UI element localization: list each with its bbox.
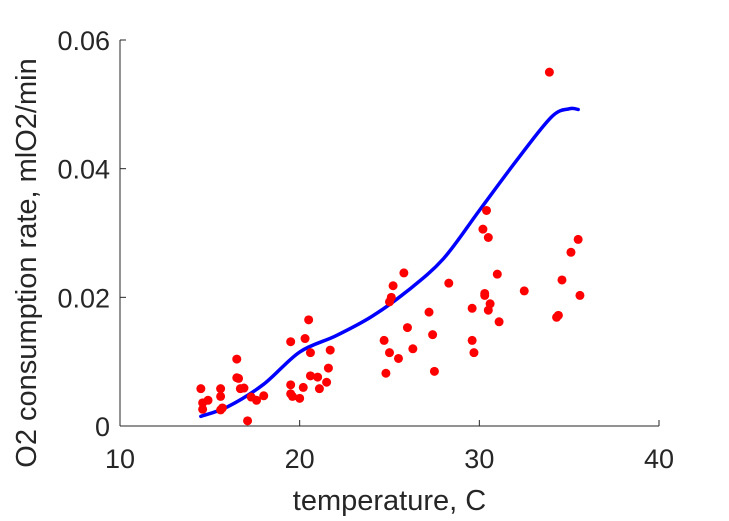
data-point (444, 278, 454, 288)
data-point (325, 345, 335, 355)
data-point (429, 366, 439, 376)
data-point (544, 67, 554, 77)
data-point (286, 337, 296, 347)
tick-labels: 10 20 30 40 0 0.02 0.04 0.06 (57, 26, 674, 474)
data-point (557, 275, 567, 285)
data-point (287, 391, 297, 401)
data-point (314, 384, 324, 394)
x-tick-label: 30 (464, 444, 494, 474)
data-point (485, 299, 495, 309)
data-point (566, 247, 576, 257)
data-point (286, 380, 296, 390)
y-axis-label: O2 consumption rate, mlO2/min (11, 58, 43, 467)
data-point (216, 391, 226, 401)
data-point (323, 363, 333, 373)
data-point (298, 382, 308, 392)
data-point (232, 354, 242, 364)
data-point (259, 391, 269, 401)
data-point (234, 373, 244, 383)
data-point (216, 405, 226, 415)
fit-curve (199, 106, 580, 419)
data-point (428, 330, 438, 340)
data-point (385, 348, 394, 358)
data-point (305, 371, 315, 381)
x-tick-label: 20 (285, 444, 315, 474)
data-point (216, 384, 226, 394)
data-point (322, 377, 332, 387)
data-point (243, 416, 253, 426)
data-point (388, 281, 398, 291)
data-point (300, 334, 310, 344)
data-point (402, 323, 412, 333)
data-point (381, 368, 391, 378)
data-point (467, 303, 477, 313)
y-tick-label: 0.06 (57, 26, 110, 56)
data-point (573, 234, 583, 244)
y-tick-label: 0.02 (57, 283, 110, 313)
data-point (408, 344, 418, 354)
data-point (393, 353, 403, 363)
y-tick-label: 0.04 (57, 155, 110, 185)
curve-layer (199, 106, 580, 419)
data-point (239, 383, 249, 393)
data-point (203, 395, 213, 405)
data-point (469, 348, 479, 358)
data-point (575, 290, 585, 300)
points-layer (196, 67, 585, 426)
data-point (305, 348, 315, 358)
data-point (492, 269, 502, 279)
data-point (386, 292, 396, 302)
data-point (198, 404, 208, 414)
data-point (519, 286, 529, 296)
data-point (424, 307, 434, 317)
data-point (313, 372, 323, 382)
data-point (483, 233, 493, 243)
data-point (295, 393, 305, 403)
data-point (379, 335, 389, 345)
data-point (304, 315, 314, 325)
data-point (553, 310, 563, 320)
x-tick-label: 10 (105, 444, 135, 474)
data-point (494, 317, 504, 327)
data-point (467, 335, 477, 345)
data-point (196, 384, 206, 394)
axes (119, 39, 660, 427)
y-tick-label: 0 (95, 412, 110, 442)
x-tick-label: 40 (644, 444, 674, 474)
data-point (252, 395, 262, 405)
x-axis-label: temperature, C (293, 485, 486, 517)
data-point (482, 205, 492, 215)
data-point (399, 268, 409, 278)
data-point (478, 224, 488, 234)
data-point (480, 290, 490, 300)
